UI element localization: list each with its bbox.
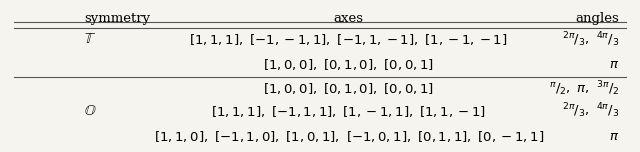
Text: $^{2\pi}/_{3},\ ^{4\pi}/_{3}$: $^{2\pi}/_{3},\ ^{4\pi}/_{3}$ xyxy=(562,102,620,120)
Text: $\mathbb{T}$: $\mathbb{T}$ xyxy=(84,32,96,47)
Text: $^{2\pi}/_{3},\ ^{4\pi}/_{3}$: $^{2\pi}/_{3},\ ^{4\pi}/_{3}$ xyxy=(562,30,620,49)
Text: symmetry: symmetry xyxy=(84,12,150,25)
Text: $[1,1,1],\ [-1,1,1],\ [1,-1,1],\ [1,1,-1]$: $[1,1,1],\ [-1,1,1],\ [1,-1,1],\ [1,1,-1… xyxy=(211,104,486,119)
Text: axes: axes xyxy=(333,12,364,25)
Text: $[1,1,1],\ [-1,-1,1],\ [-1,1,-1],\ [1,-1,-1]$: $[1,1,1],\ [-1,-1,1],\ [-1,1,-1],\ [1,-1… xyxy=(189,32,508,47)
Text: $\pi$: $\pi$ xyxy=(609,58,620,71)
Text: $\pi$: $\pi$ xyxy=(609,130,620,143)
Text: $[1,0,0],\ [0,1,0],\ [0,0,1]$: $[1,0,0],\ [0,1,0],\ [0,0,1]$ xyxy=(263,57,434,72)
Text: $\mathbb{O}$: $\mathbb{O}$ xyxy=(84,104,97,118)
Text: angles: angles xyxy=(576,12,620,25)
Text: $^{\pi}/_{2},\ \pi,\ ^{3\pi}/_{2}$: $^{\pi}/_{2},\ \pi,\ ^{3\pi}/_{2}$ xyxy=(549,79,620,98)
Text: $[1,0,0],\ [0,1,0],\ [0,0,1]$: $[1,0,0],\ [0,1,0],\ [0,0,1]$ xyxy=(263,81,434,96)
Text: $[1,1,0],\ [-1,1,0],\ [1,0,1],\ [-1,0,1],\ [0,1,1],\ [0,-1,1]$: $[1,1,0],\ [-1,1,0],\ [1,0,1],\ [-1,0,1]… xyxy=(154,129,544,144)
